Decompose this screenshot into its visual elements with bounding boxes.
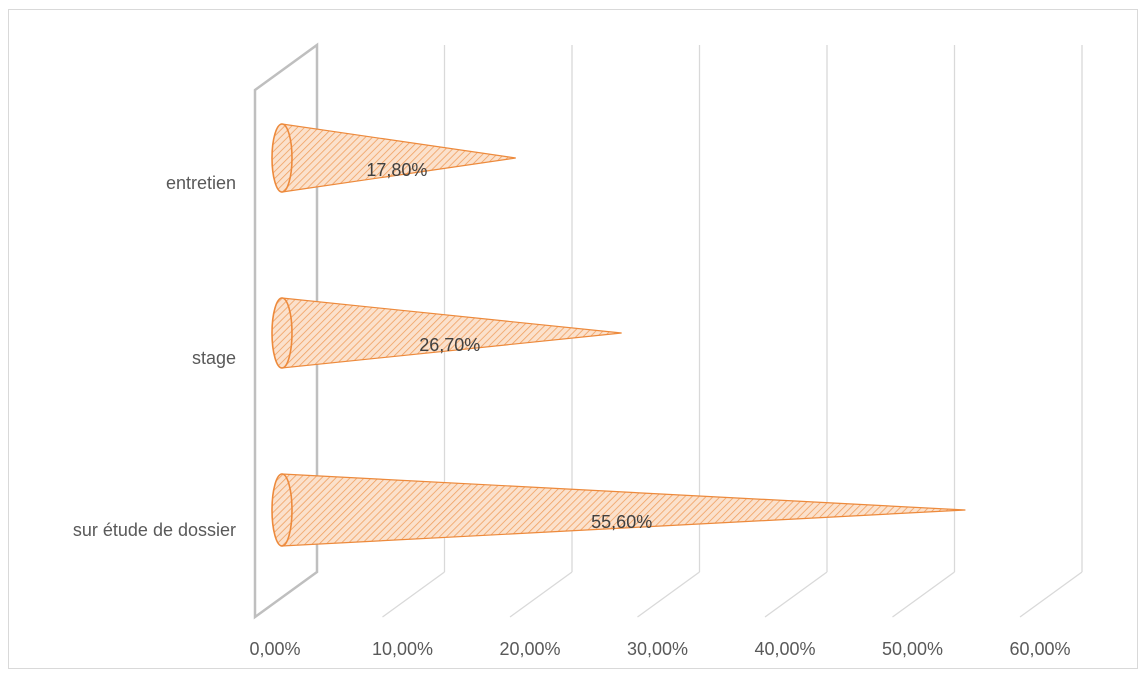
cone-body xyxy=(281,297,622,369)
data-label: 26,70% xyxy=(419,335,480,355)
x-tick-label: 60,00% xyxy=(1009,639,1070,659)
chart-area xyxy=(8,9,1138,669)
x-tick-label: 40,00% xyxy=(754,639,815,659)
cone-bar xyxy=(271,123,516,193)
data-labels: 17,80% 26,70% 55,60% xyxy=(366,160,652,532)
side-wall-panel xyxy=(253,42,319,620)
side-wall xyxy=(253,42,319,620)
x-tick-label: 50,00% xyxy=(882,639,943,659)
gridline-floor xyxy=(637,571,700,618)
gridline-floor xyxy=(1019,571,1083,618)
cone-base xyxy=(271,473,293,547)
category-labels: entretien stage sur étude de dossier xyxy=(73,173,236,540)
x-tick-label: 0,00% xyxy=(249,639,300,659)
category-label: sur étude de dossier xyxy=(73,520,236,540)
x-axis-tick-labels: 0,00% 10,00% 20,00% 30,00% 40,00% 50,00% 60,00… xyxy=(249,639,1070,659)
gridline-floor xyxy=(509,571,573,618)
gridline-floor xyxy=(382,571,445,618)
data-label: 55,60% xyxy=(591,512,652,532)
cone-bars xyxy=(271,123,966,547)
x-tick-label: 20,00% xyxy=(499,639,560,659)
x-tick-label: 10,00% xyxy=(372,639,433,659)
gridline-floor xyxy=(892,571,955,618)
cone-bar xyxy=(271,297,622,369)
cone-base xyxy=(271,297,293,369)
category-label: entretien xyxy=(166,173,236,193)
cone-body xyxy=(281,473,966,547)
category-label: stage xyxy=(192,348,236,368)
gridline-floor xyxy=(764,571,828,618)
cone-bar xyxy=(271,473,966,547)
data-label: 17,80% xyxy=(366,160,427,180)
cone-body xyxy=(281,123,516,193)
x-tick-label: 30,00% xyxy=(627,639,688,659)
cone-base xyxy=(271,123,293,193)
